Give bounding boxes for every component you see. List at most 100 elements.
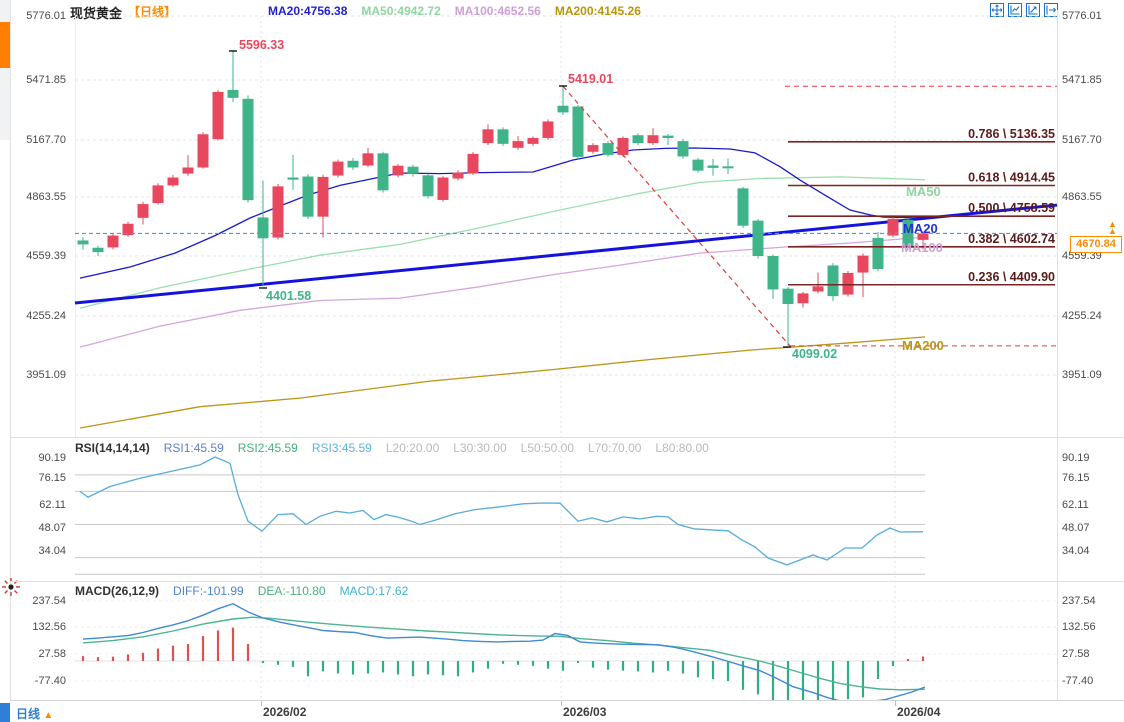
candle-body <box>587 145 599 152</box>
ma-legend-item: MA20:4756.38 <box>268 4 348 18</box>
rsi-axis-label-left: 90.19 <box>38 452 66 464</box>
ma20-line <box>79 147 926 279</box>
candle-body <box>632 135 644 144</box>
price-axis-label-left: 4863.55 <box>26 191 66 203</box>
rsi-legend-item: L20:20.00 <box>385 441 440 455</box>
ma-legend-item: MA100:4652.56 <box>454 4 541 18</box>
rsi-axis-label-left: 62.11 <box>39 499 66 511</box>
candle-body <box>917 233 929 240</box>
macd-header: MACD(26,12,9) DIFF:-101.99 DEA:-110.80 MACD… <box>75 584 408 598</box>
rsi-title: RSI(14,14,14) <box>75 441 150 455</box>
macd-legend-item: DIFF:-101.99 <box>173 584 244 598</box>
candle-body <box>662 135 674 138</box>
candle-body <box>347 160 359 168</box>
candle-body <box>722 166 734 169</box>
macd-axis-label-left: 132.56 <box>32 621 66 633</box>
candle-body <box>392 165 404 176</box>
time-axis-tickmark <box>261 701 262 706</box>
candle-body <box>242 98 254 201</box>
rsi-axis-label-right: 62.11 <box>1062 499 1089 511</box>
price-axis-label-right: 5167.70 <box>1062 134 1102 146</box>
candle-body <box>302 176 314 217</box>
candle-body <box>527 137 539 144</box>
rsi-line <box>79 456 924 566</box>
price-axis-label-left: 5471.85 <box>26 74 66 86</box>
price-axis-label-right: 4863.55 <box>1062 191 1102 203</box>
price-annotation: 5596.33 <box>239 38 284 52</box>
fib-level-label: 0.382 \ 4602.74 <box>968 232 1055 246</box>
candle-body <box>602 143 614 155</box>
time-axis-tickmark <box>561 701 562 706</box>
fib-level-label: 0.236 \ 4409.90 <box>968 270 1055 284</box>
price-axis-label-right: 5471.85 <box>1062 74 1102 86</box>
strip-bottom-segment[interactable] <box>0 703 10 722</box>
ma200-line <box>79 336 926 429</box>
pan-icon[interactable] <box>990 3 1004 17</box>
price-up-arrows-icon: ▲ ▲ <box>1108 219 1117 236</box>
price-axis-label-left: 5167.70 <box>26 134 66 146</box>
ma-plot-label: MA200 <box>902 338 944 353</box>
rsi-axis-label-left: 48.07 <box>38 522 66 534</box>
macd-title: MACD(26,12,9) <box>75 584 160 598</box>
candle-body <box>737 188 749 226</box>
candle-body <box>782 288 794 305</box>
candle-body <box>647 135 659 144</box>
alert-sun-icon[interactable] <box>1 577 21 597</box>
candle-body <box>692 159 704 171</box>
trend-tool-icon[interactable] <box>1026 3 1040 17</box>
candle-body <box>512 141 524 148</box>
strip-accent-segment[interactable] <box>0 22 10 68</box>
candle-body <box>812 286 824 292</box>
price-annotation: 4401.58 <box>266 289 311 303</box>
candle-body <box>437 177 449 200</box>
candle-body <box>167 177 179 186</box>
rsi-axis-label-right: 90.19 <box>1062 452 1090 464</box>
ma100-line <box>79 236 926 348</box>
symbol-title: 现货黄金 <box>70 6 123 21</box>
axis-scale-icon[interactable] <box>1008 3 1022 17</box>
rsi-legend-item: RSI2:45.59 <box>237 441 298 455</box>
ma-legend: MA20:4756.38 MA50:4942.72 MA100:4652.56 MA2… <box>268 4 641 18</box>
candle-body <box>482 129 494 144</box>
rsi-legend-item: RSI3:45.59 <box>311 441 372 455</box>
chart-toolbar[interactable] <box>990 3 1058 17</box>
candle-body <box>197 134 209 168</box>
candle-body <box>377 153 389 191</box>
rsi-axis-label-right: 34.04 <box>1062 545 1090 557</box>
candle-body <box>122 223 134 236</box>
left-tool-strip[interactable] <box>0 0 11 722</box>
macd-axis-label-right: 27.58 <box>1062 648 1090 660</box>
price-axis-label-right: 4255.24 <box>1062 310 1102 322</box>
price-axis-label-left: 4255.24 <box>26 310 66 322</box>
macd-axis-label-right: -77.40 <box>1062 675 1094 687</box>
time-axis-label: 2026/03 <box>563 705 607 719</box>
macd-legend-item: DEA:-110.80 <box>257 584 326 598</box>
price-axis-label-left: 3951.09 <box>26 369 66 381</box>
candle-body <box>452 172 464 179</box>
candle-body <box>752 220 764 257</box>
candle-body <box>887 218 899 236</box>
ma50-line <box>79 176 926 309</box>
candle-body <box>557 105 569 113</box>
price-axis-label-left: 5776.01 <box>26 10 66 22</box>
candle-body <box>407 166 419 174</box>
candle-body <box>617 137 629 155</box>
ma-plot-label: MA100 <box>901 240 943 255</box>
time-axis-label: 2026/04 <box>897 705 941 719</box>
time-axis-bar: 日线 ▲ 2026/02 2026/03 2026/04 <box>10 700 1124 722</box>
candle-body <box>362 153 374 166</box>
macd-axis-label-right: 132.56 <box>1062 621 1096 633</box>
rsi-legend-item: L80:80.00 <box>655 441 709 455</box>
candle-body <box>767 256 779 290</box>
ma-plot-label: MA50 <box>906 184 941 199</box>
candle-body <box>422 175 434 197</box>
price-axis-label-right: 3951.09 <box>1062 369 1102 381</box>
rsi-legend-item: L50:50.00 <box>520 441 575 455</box>
candle-body <box>227 89 239 98</box>
period-toggle[interactable]: 日线 ▲ <box>16 707 54 721</box>
candle-body <box>842 272 854 295</box>
candle-body <box>137 204 149 218</box>
candle-body <box>332 161 344 176</box>
